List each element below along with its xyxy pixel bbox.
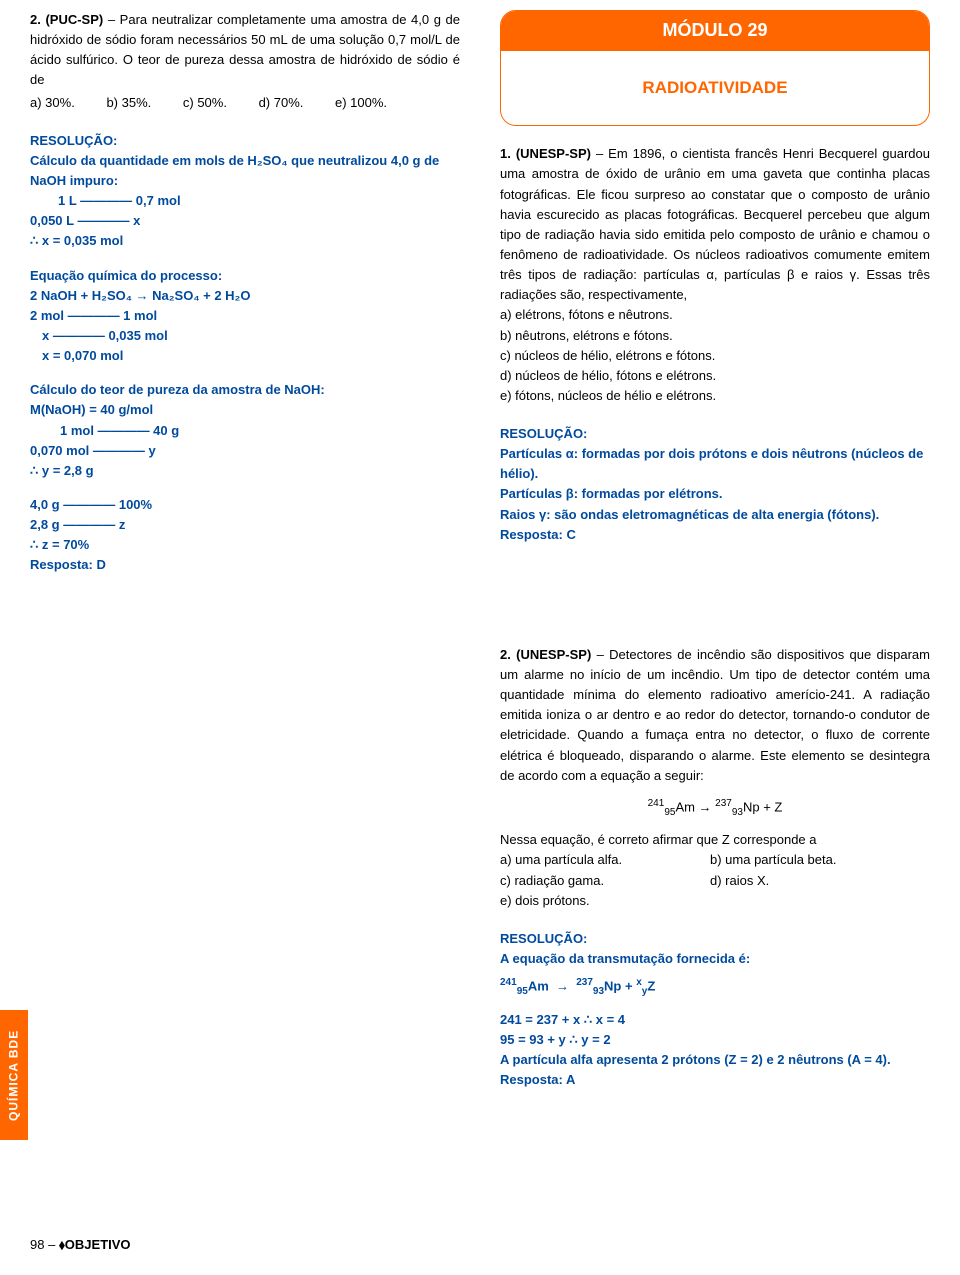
right-column: MÓDULO 29 RADIOATIVIDADE 1. (UNESP-SP) –… — [500, 10, 930, 1090]
q-number: 1. — [500, 146, 511, 161]
alt-d: d) raios X. — [710, 871, 769, 891]
res-line: 4,0 g ———— 100% — [30, 495, 460, 515]
res-line: 1 mol ———— 40 g — [30, 421, 460, 441]
q-number: 2. — [30, 12, 41, 27]
alt-c: c) núcleos de hélio, elétrons e fótons. — [500, 346, 930, 366]
alt-e: e) dois prótons. — [500, 891, 930, 911]
res-answer: Resposta: A — [500, 1070, 930, 1090]
res-line: M(NaOH) = 40 g/mol — [30, 400, 460, 420]
alt-e: e) 100%. — [335, 95, 387, 110]
q-body: – Em 1896, o cientista francês Henri Bec… — [500, 146, 930, 302]
question-1-right: 1. (UNESP-SP) – Em 1896, o cientista fra… — [500, 144, 930, 305]
res-line: Raios γ: são ondas eletromagnéticas de a… — [500, 505, 930, 525]
page-number: 98 – — [30, 1237, 55, 1252]
res-line: Cálculo da quantidade em mols de H₂SO₄ q… — [30, 151, 460, 191]
module-header: MÓDULO 29 — [501, 11, 929, 51]
res-line: 1 L ———— 0,7 mol — [30, 191, 460, 211]
res-line: 0,050 L ———— x — [30, 211, 460, 231]
res-line: Partículas β: formadas por elétrons. — [500, 484, 930, 504]
resolution-title: RESOLUÇÃO: — [500, 424, 930, 444]
res-line: A equação da transmutação fornecida é: — [500, 949, 930, 969]
question-2-right-block: 2. (UNESP-SP) – Detectores de incêndio s… — [500, 645, 930, 1090]
alt-d: d) 70%. — [259, 95, 304, 110]
left-column: 2. (PUC-SP) – Para neutralizar completam… — [30, 10, 460, 1090]
q-source: (UNESP-SP) — [516, 146, 591, 161]
res-line: 2,8 g ———— z — [30, 515, 460, 535]
equation-transmutation: 24195Am → 23793Np + xyZ — [500, 975, 930, 999]
module-subject: RADIOATIVIDADE — [501, 51, 929, 125]
alt-a: a) uma partícula alfa. — [500, 850, 710, 870]
brand-logo-text: ⬧OBJETIVO — [59, 1237, 131, 1252]
q-body: – Detectores de incêndio são dispositivo… — [500, 647, 930, 783]
res-line: 95 = 93 + y ∴ y = 2 — [500, 1030, 930, 1050]
alt-a: a) elétrons, fótons e nêutrons. — [500, 305, 930, 325]
res-line: ∴ x = 0,035 mol — [30, 231, 460, 251]
res-line: Partículas α: formadas por dois prótons … — [500, 444, 930, 484]
alt-b: b) 35%. — [106, 95, 151, 110]
side-tab: QUÍMICA BDE — [0, 1010, 28, 1140]
res-line: 2 mol ———— 1 mol — [30, 306, 460, 326]
page-footer: 98 – ⬧OBJETIVO — [30, 1235, 131, 1255]
alt-e: e) fótons, núcleos de hélio e elétrons. — [500, 386, 930, 406]
res-line: Equação química do processo: — [30, 266, 460, 286]
alt-c: c) 50%. — [183, 95, 227, 110]
question-2-right: 2. (UNESP-SP) – Detectores de incêndio s… — [500, 645, 930, 786]
equation-am-np: 24195Am → 23793Np + Z — [500, 796, 930, 820]
resolution-title: RESOLUÇÃO: — [500, 929, 930, 949]
res-line: A partícula alfa apresenta 2 prótons (Z … — [500, 1050, 930, 1070]
res-line: Cálculo do teor de pureza da amostra de … — [30, 380, 460, 400]
res-line: 241 = 237 + x ∴ x = 4 — [500, 1010, 930, 1030]
alternatives-left-q2: a) 30%. b) 35%. c) 50%. d) 70%. e) 100%. — [30, 93, 460, 113]
alt-a: a) 30%. — [30, 95, 75, 110]
module-box: MÓDULO 29 RADIOATIVIDADE — [500, 10, 930, 126]
res-answer: Resposta: D — [30, 555, 460, 575]
alt-b: b) nêutrons, elétrons e fótons. — [500, 326, 930, 346]
alternatives-row1: a) uma partícula alfa. b) uma partícula … — [500, 850, 930, 870]
res-line: ∴ z = 70% — [30, 535, 460, 555]
res-line: ∴ y = 2,8 g — [30, 461, 460, 481]
res-line: x ———— 0,035 mol — [30, 326, 460, 346]
res-answer: Resposta: C — [500, 525, 930, 545]
alt-d: d) núcleos de hélio, fótons e elétrons. — [500, 366, 930, 386]
q-number: 2. — [500, 647, 511, 662]
res-line: 2 NaOH + H₂SO₄ → Na₂SO₄ + 2 H₂O — [30, 286, 460, 306]
alternatives-row2: c) radiação gama. d) raios X. — [500, 871, 930, 891]
q-source: (PUC-SP) — [45, 12, 103, 27]
q-after: Nessa equação, é correto afirmar que Z c… — [500, 830, 930, 850]
res-line: 0,070 mol ———— y — [30, 441, 460, 461]
resolution-title: RESOLUÇÃO: — [30, 131, 460, 151]
res-line: x = 0,070 mol — [30, 346, 460, 366]
q-source: (UNESP-SP) — [516, 647, 591, 662]
alt-c: c) radiação gama. — [500, 871, 710, 891]
question-2-left: 2. (PUC-SP) – Para neutralizar completam… — [30, 10, 460, 91]
alt-b: b) uma partícula beta. — [710, 850, 836, 870]
